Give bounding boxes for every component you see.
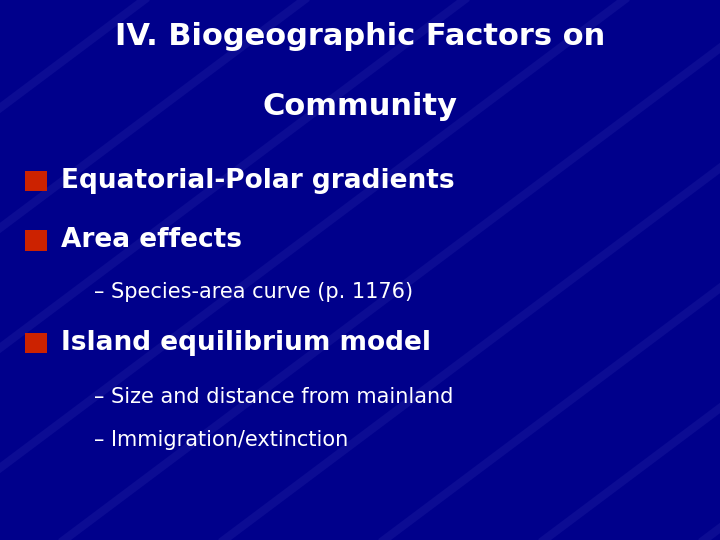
Text: – Species-area curve (p. 1176): – Species-area curve (p. 1176) (94, 281, 413, 302)
Text: Island equilibrium model: Island equilibrium model (61, 330, 431, 356)
Text: Area effects: Area effects (61, 227, 242, 253)
Bar (25, 333, 47, 353)
Text: – Size and distance from mainland: – Size and distance from mainland (94, 387, 453, 407)
Text: Equatorial-Polar gradients: Equatorial-Polar gradients (61, 168, 455, 194)
Text: Community: Community (263, 92, 457, 121)
Bar (25, 230, 47, 251)
Text: – Immigration/extinction: – Immigration/extinction (94, 430, 348, 450)
Text: IV. Biogeographic Factors on: IV. Biogeographic Factors on (115, 22, 605, 51)
Bar (25, 171, 47, 191)
